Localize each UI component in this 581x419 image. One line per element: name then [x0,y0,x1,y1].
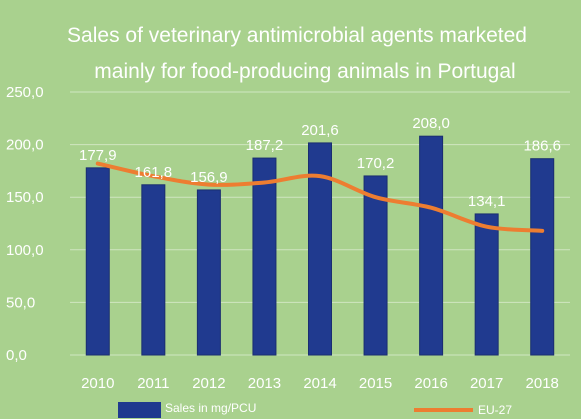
legend: Sales in mg/PCU EU-27 [118,401,512,418]
x-tick-label: 2010 [81,375,114,392]
bar [196,189,221,356]
data-label: 187,2 [246,137,284,154]
chart-title-line-1: Sales of veterinary antimicrobial agents… [67,24,527,47]
data-label: 201,6 [301,122,339,139]
y-tick-label: 100,0 [6,242,44,259]
x-tick-label: 2015 [359,375,392,392]
y-tick-label: 150,0 [6,189,44,206]
data-label: 134,1 [468,193,506,210]
bar [363,175,388,356]
bar [252,157,277,356]
x-tick-label: 2012 [192,375,225,392]
bar [308,142,332,356]
bar [474,213,499,356]
legend-label-bars: Sales in mg/PCU [165,401,256,415]
data-label: 156,9 [190,169,228,186]
bar [419,135,444,356]
y-tick-label: 250,0 [6,84,44,101]
x-tick-label: 2014 [303,375,336,392]
chart-title-line-2: mainly for food-producing animals in Por… [94,60,515,83]
bar [85,167,110,356]
y-axis-ticks: 0,0 50,0 100,0 150,0 200,0 250,0 [6,84,44,364]
data-label: 208,0 [412,115,450,132]
bar [141,184,166,356]
x-tick-label: 2018 [526,375,559,392]
data-label: 186,6 [523,138,561,155]
data-label: 161,8 [135,164,173,181]
eu27-line [95,161,545,233]
line-series [95,161,545,233]
x-tick-label: 2016 [414,375,447,392]
bar-series [85,135,555,356]
x-tick-label: 2017 [470,375,503,392]
y-tick-label: 200,0 [6,137,44,154]
x-tick-label: 2011 [137,375,169,392]
y-tick-label: 50,0 [6,294,35,311]
data-labels: 177,9 161,8 156,9 187,2 201,6 170,2 208,0 134,1… [79,115,561,210]
legend-label-line: EU-27 [478,403,512,417]
bar [530,158,555,356]
legend-swatch-bars [118,402,161,418]
x-axis-ticks: 2010 2011 2012 2013 2014 2015 2016 2017 2018 [81,375,559,392]
data-label: 170,2 [357,155,395,172]
y-tick-label: 0,0 [6,347,27,364]
data-label: 177,9 [79,147,117,164]
x-tick-label: 2013 [248,375,281,392]
